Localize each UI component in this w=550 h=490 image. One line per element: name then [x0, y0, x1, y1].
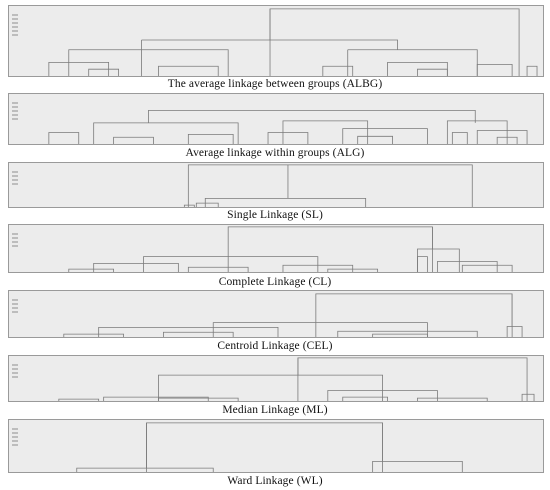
y-axis — [12, 299, 18, 329]
caption-cel: Centroid Linkage (CEL) — [217, 340, 333, 352]
dendrogram-ml — [8, 355, 544, 402]
dendrogram-wl — [8, 419, 544, 473]
dendrogram-cel-tree — [63, 293, 523, 337]
dendrogram-cel — [8, 290, 544, 338]
caption-cl: Complete Linkage (CL) — [218, 276, 332, 288]
y-axis — [12, 14, 18, 68]
caption-albg: The average linkage between groups (ALBG… — [167, 78, 383, 90]
dendrogram-alg-tree — [48, 109, 528, 144]
y-axis — [12, 233, 18, 264]
y-axis — [12, 364, 18, 393]
caption-wl: Ward Linkage (WL) — [227, 475, 323, 487]
y-axis — [12, 428, 18, 464]
dendrogram-ml-tree — [58, 357, 535, 401]
caption-sl: Single Linkage (SL) — [227, 209, 323, 221]
caption-alg: Average linkage within groups (ALG) — [185, 147, 365, 159]
dendrogram-wl-tree — [76, 422, 463, 472]
dendrogram-albg — [8, 5, 544, 77]
dendrogram-alg — [8, 93, 544, 145]
y-axis — [12, 102, 18, 136]
dendrogram-sl-tree — [183, 164, 473, 207]
dendrogram-albg-tree — [48, 8, 538, 76]
dendrogram-cl — [8, 224, 544, 273]
caption-ml: Median Linkage (ML) — [222, 404, 328, 416]
y-axis — [12, 171, 18, 199]
dendrogram-cl-tree — [68, 226, 513, 272]
dendrogram-sl — [8, 162, 544, 208]
